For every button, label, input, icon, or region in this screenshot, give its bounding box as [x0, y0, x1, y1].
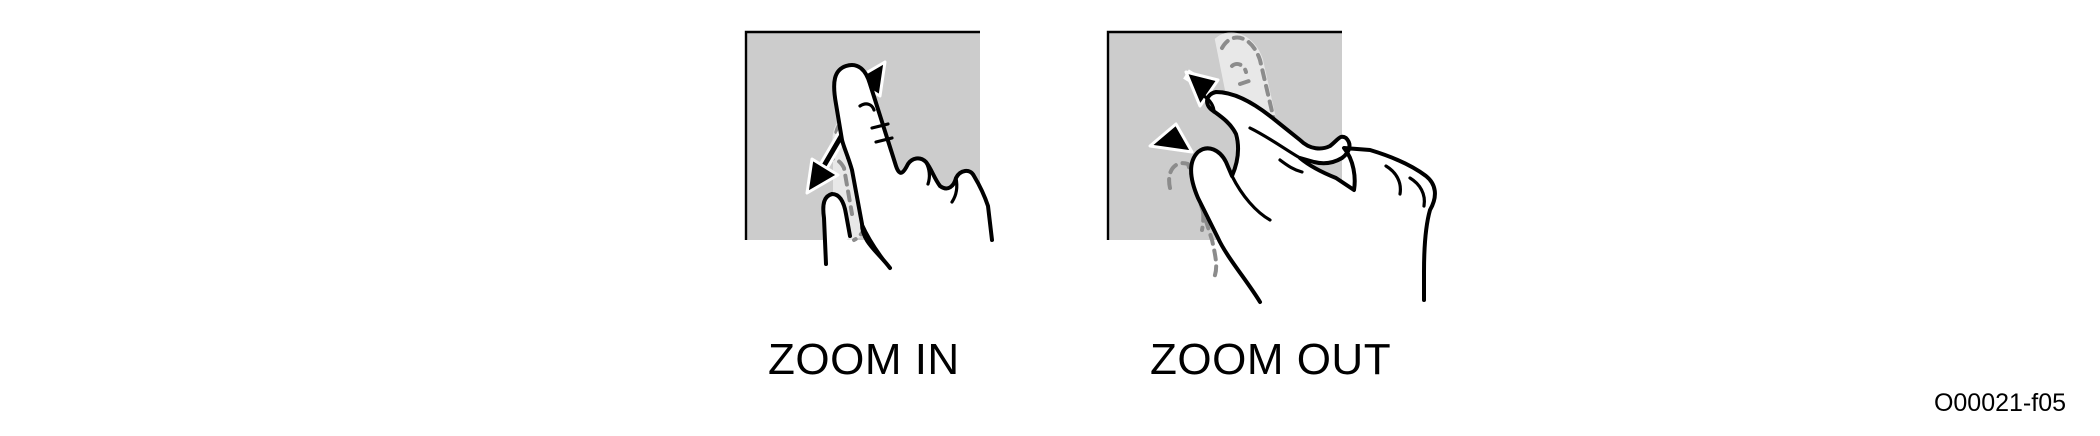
zoom-in-illustration — [740, 0, 1070, 320]
hand — [821, 63, 994, 270]
figure-id: O00021-f05 — [1933, 389, 2066, 417]
zoom-out-illustration — [1100, 0, 1480, 320]
touchscreen-frame — [744, 30, 980, 240]
zoom-out-gesture-icon — [1106, 30, 1437, 304]
pinch-arrow-bottom — [1148, 122, 1194, 154]
hand — [1189, 90, 1437, 304]
touchscreen-frame — [1106, 30, 1342, 240]
zoom-in-gesture-icon — [744, 30, 994, 270]
zoom-out-label: ZOOM OUT — [1150, 335, 1392, 384]
zoom-in-label: ZOOM IN — [768, 335, 960, 384]
